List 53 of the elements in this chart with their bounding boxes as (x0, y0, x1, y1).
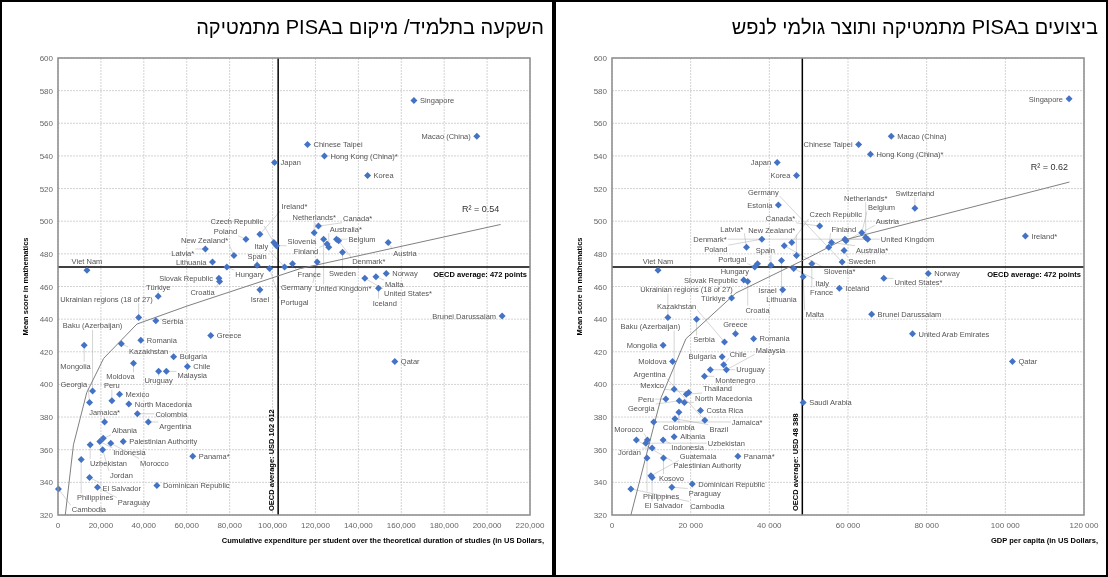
y-tick-label: 320 (39, 511, 54, 520)
y-tick-label: 500 (39, 217, 54, 227)
y-tick-label: 560 (593, 119, 608, 129)
x-tick-label: 100,000 (258, 521, 288, 530)
y-tick-label: 600 (39, 54, 54, 63)
y-tick-label: 420 (39, 347, 54, 357)
x-tick-label: 100 000 (990, 521, 1021, 530)
x-tick-label: 80 000 (914, 521, 940, 530)
x-tick-label: 20 000 (678, 521, 704, 530)
y-tick-label: 440 (39, 315, 54, 325)
x-tick-label: 60 000 (835, 521, 861, 530)
x-tick-label: 0 (609, 521, 615, 530)
y-tick-label: 340 (593, 478, 608, 488)
y-tick-label: 480 (593, 249, 608, 259)
chart-title: השקעה בתלמיד/ מיקום בPISA מתמטיקה (196, 16, 544, 38)
x-tick-label: 120 000 (1069, 521, 1100, 530)
y-tick-label: 380 (593, 413, 608, 423)
y-tick-label: 580 (39, 86, 54, 96)
y-tick-label: 320 (593, 511, 608, 520)
x-tick-label: 140,000 (343, 521, 374, 530)
chart-title: ביצועים בPISA מתמטיקה ותוצר גולמי לנפש (731, 16, 1099, 38)
y-tick-label: 540 (39, 151, 54, 161)
x-tick-label: 160,000 (386, 521, 417, 530)
x-tick-label: 60,000 (174, 521, 200, 530)
x-tick-label: 120,000 (300, 521, 331, 530)
annotation: R² = 0.62 (1030, 162, 1069, 173)
x-tick-label: 0 (55, 521, 61, 530)
x-tick-label: 220,000 (515, 521, 546, 530)
x-tick-label: 180,000 (429, 521, 460, 530)
y-tick-label: 460 (593, 282, 608, 292)
y-tick-label: 360 (593, 445, 608, 455)
y-tick-label: 440 (593, 315, 608, 325)
y-tick-label: 380 (39, 413, 54, 423)
y-tick-label: 540 (593, 151, 608, 161)
y-tick-label: 460 (39, 282, 54, 292)
x-tick-label: 200,000 (472, 521, 503, 530)
y-tick-label: 520 (593, 184, 608, 194)
x-tick-label: 40,000 (131, 521, 157, 530)
y-tick-label: 600 (593, 54, 608, 63)
x-tick-label: 20,000 (88, 521, 114, 530)
y-tick-label: 360 (39, 445, 54, 455)
x-tick-label: 40 000 (757, 521, 783, 530)
y-tick-label: 420 (593, 347, 608, 357)
x-tick-label: 80,000 (217, 521, 243, 530)
y-tick-label: 580 (593, 86, 608, 96)
y-tick-label: 480 (39, 249, 54, 259)
y-tick-label: 400 (593, 380, 608, 390)
y-tick-label: 400 (39, 380, 54, 390)
y-tick-label: 560 (39, 119, 54, 129)
y-tick-label: 520 (39, 184, 54, 194)
y-tick-label: 500 (593, 217, 608, 227)
y-tick-label: 340 (39, 478, 54, 488)
annotation: R² = 0.54 (461, 204, 500, 215)
